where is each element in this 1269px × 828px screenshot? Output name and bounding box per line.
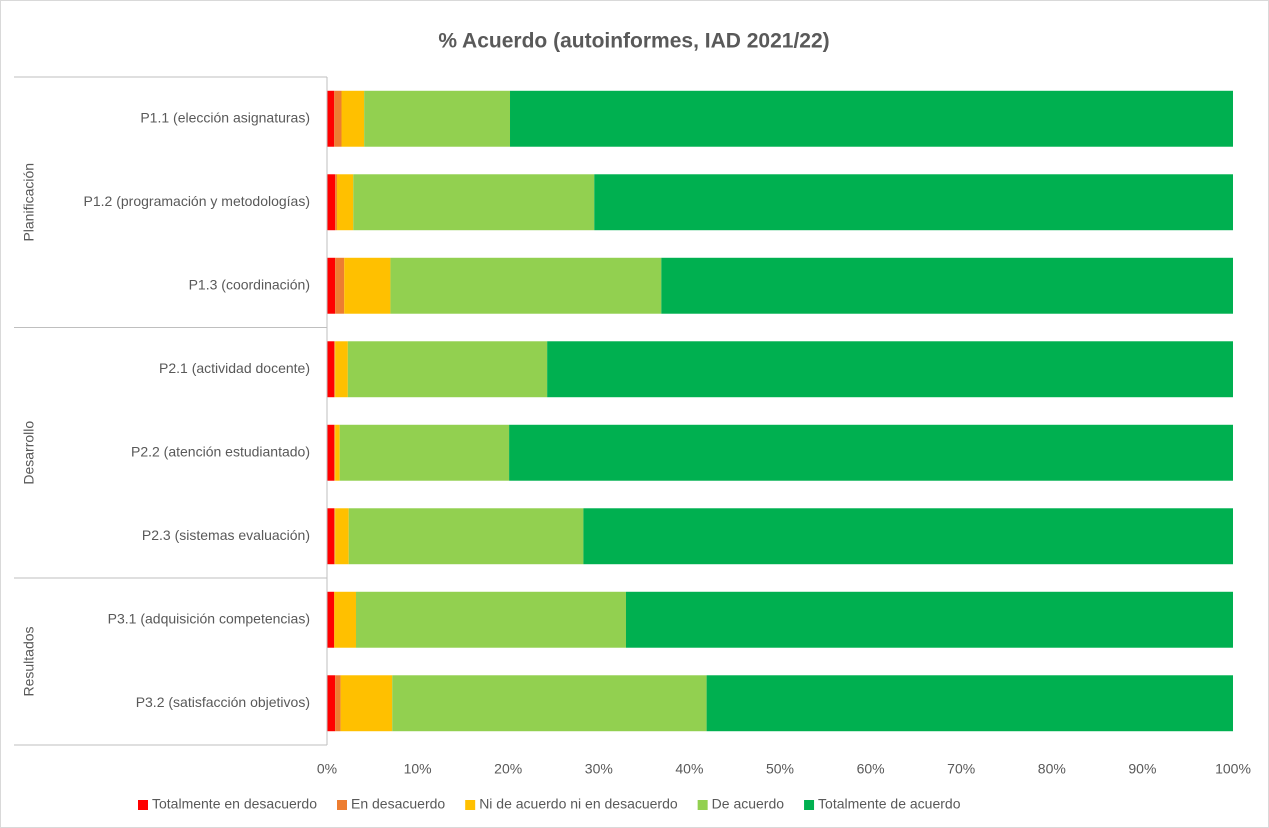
bar-segment (583, 508, 1233, 565)
bar-segment (706, 675, 1233, 732)
y-tick-label: P2.2 (atención estudiantado) (131, 443, 310, 459)
legend-label: De acuerdo (712, 796, 785, 812)
bar-segment (327, 591, 335, 648)
bar-segment (344, 257, 391, 314)
bar-segment (339, 424, 510, 481)
bar-segment (327, 174, 336, 231)
x-tick-label: 0% (317, 761, 337, 777)
bar-segment (390, 257, 662, 314)
bar-segment (334, 90, 342, 147)
bar-segment (327, 508, 335, 565)
group-label: Desarrollo (21, 421, 37, 485)
bar-segment (509, 424, 1234, 481)
x-tick-label: 100% (1215, 761, 1251, 777)
y-tick-label: P2.1 (actividad docente) (159, 360, 310, 376)
y-tick-label: P1.1 (elección asignaturas) (140, 109, 310, 125)
y-tick-label: P1.2 (programación y metodologías) (84, 193, 310, 209)
legend-swatch (138, 800, 148, 810)
bar-segment (348, 508, 584, 565)
legend-label: Totalmente en desacuerdo (152, 796, 317, 812)
bar-segment (327, 341, 335, 398)
bar-segment (594, 174, 1233, 231)
legend-label: En desacuerdo (351, 796, 445, 812)
x-tick-label: 20% (494, 761, 522, 777)
bar-segment (392, 675, 707, 732)
bar-segment (335, 341, 348, 398)
x-tick-label: 40% (675, 761, 703, 777)
bar-segment (547, 341, 1233, 398)
legend-swatch (697, 800, 708, 810)
bar-segment (625, 591, 1233, 648)
y-tick-label: P3.2 (satisfacción objetivos) (136, 694, 310, 710)
bar-segment (335, 424, 340, 481)
bar-segment (335, 174, 337, 231)
y-tick-label: P2.3 (sistemas evaluación) (142, 527, 310, 543)
bar-segment (347, 341, 548, 398)
bar-segment (335, 508, 349, 565)
x-tick-label: 80% (1038, 761, 1066, 777)
bar-segment (364, 90, 511, 147)
bar-segment (335, 675, 341, 732)
bar-segment (327, 90, 335, 147)
group-label: Planificación (21, 163, 37, 242)
bar-segment (336, 174, 354, 231)
x-tick-label: 70% (947, 761, 975, 777)
x-tick-label: 60% (857, 761, 885, 777)
legend-label: Ni de acuerdo ni en desacuerdo (479, 796, 678, 812)
group-label: Resultados (21, 626, 37, 696)
bar-segment (327, 675, 336, 732)
bar-segment (340, 675, 393, 732)
bar-segment (334, 591, 356, 648)
y-tick-label: P3.1 (adquisición competencias) (108, 610, 310, 626)
x-tick-label: 30% (585, 761, 613, 777)
x-tick-label: 10% (404, 761, 432, 777)
bar-segment (355, 591, 626, 648)
bar-segment (353, 174, 595, 231)
y-tick-label: P1.3 (coordinación) (189, 276, 310, 292)
bar-segment (334, 424, 336, 481)
x-tick-label: 50% (766, 761, 794, 777)
bar-segment (661, 257, 1233, 314)
bar-segment (341, 90, 365, 147)
bar-segment (334, 508, 336, 565)
legend-swatch (337, 800, 347, 810)
legend-label: Totalmente de acuerdo (818, 796, 961, 812)
legend-swatch (804, 800, 815, 810)
legend-swatch (465, 800, 476, 810)
x-tick-label: 90% (1128, 761, 1156, 777)
bar-segment (334, 341, 336, 398)
bar-segment (510, 90, 1234, 147)
bar-segment (327, 257, 336, 314)
bar-segment (335, 257, 345, 314)
chart-title: % Acuerdo (autoinformes, IAD 2021/22) (438, 30, 829, 53)
bar-segment (327, 424, 335, 481)
